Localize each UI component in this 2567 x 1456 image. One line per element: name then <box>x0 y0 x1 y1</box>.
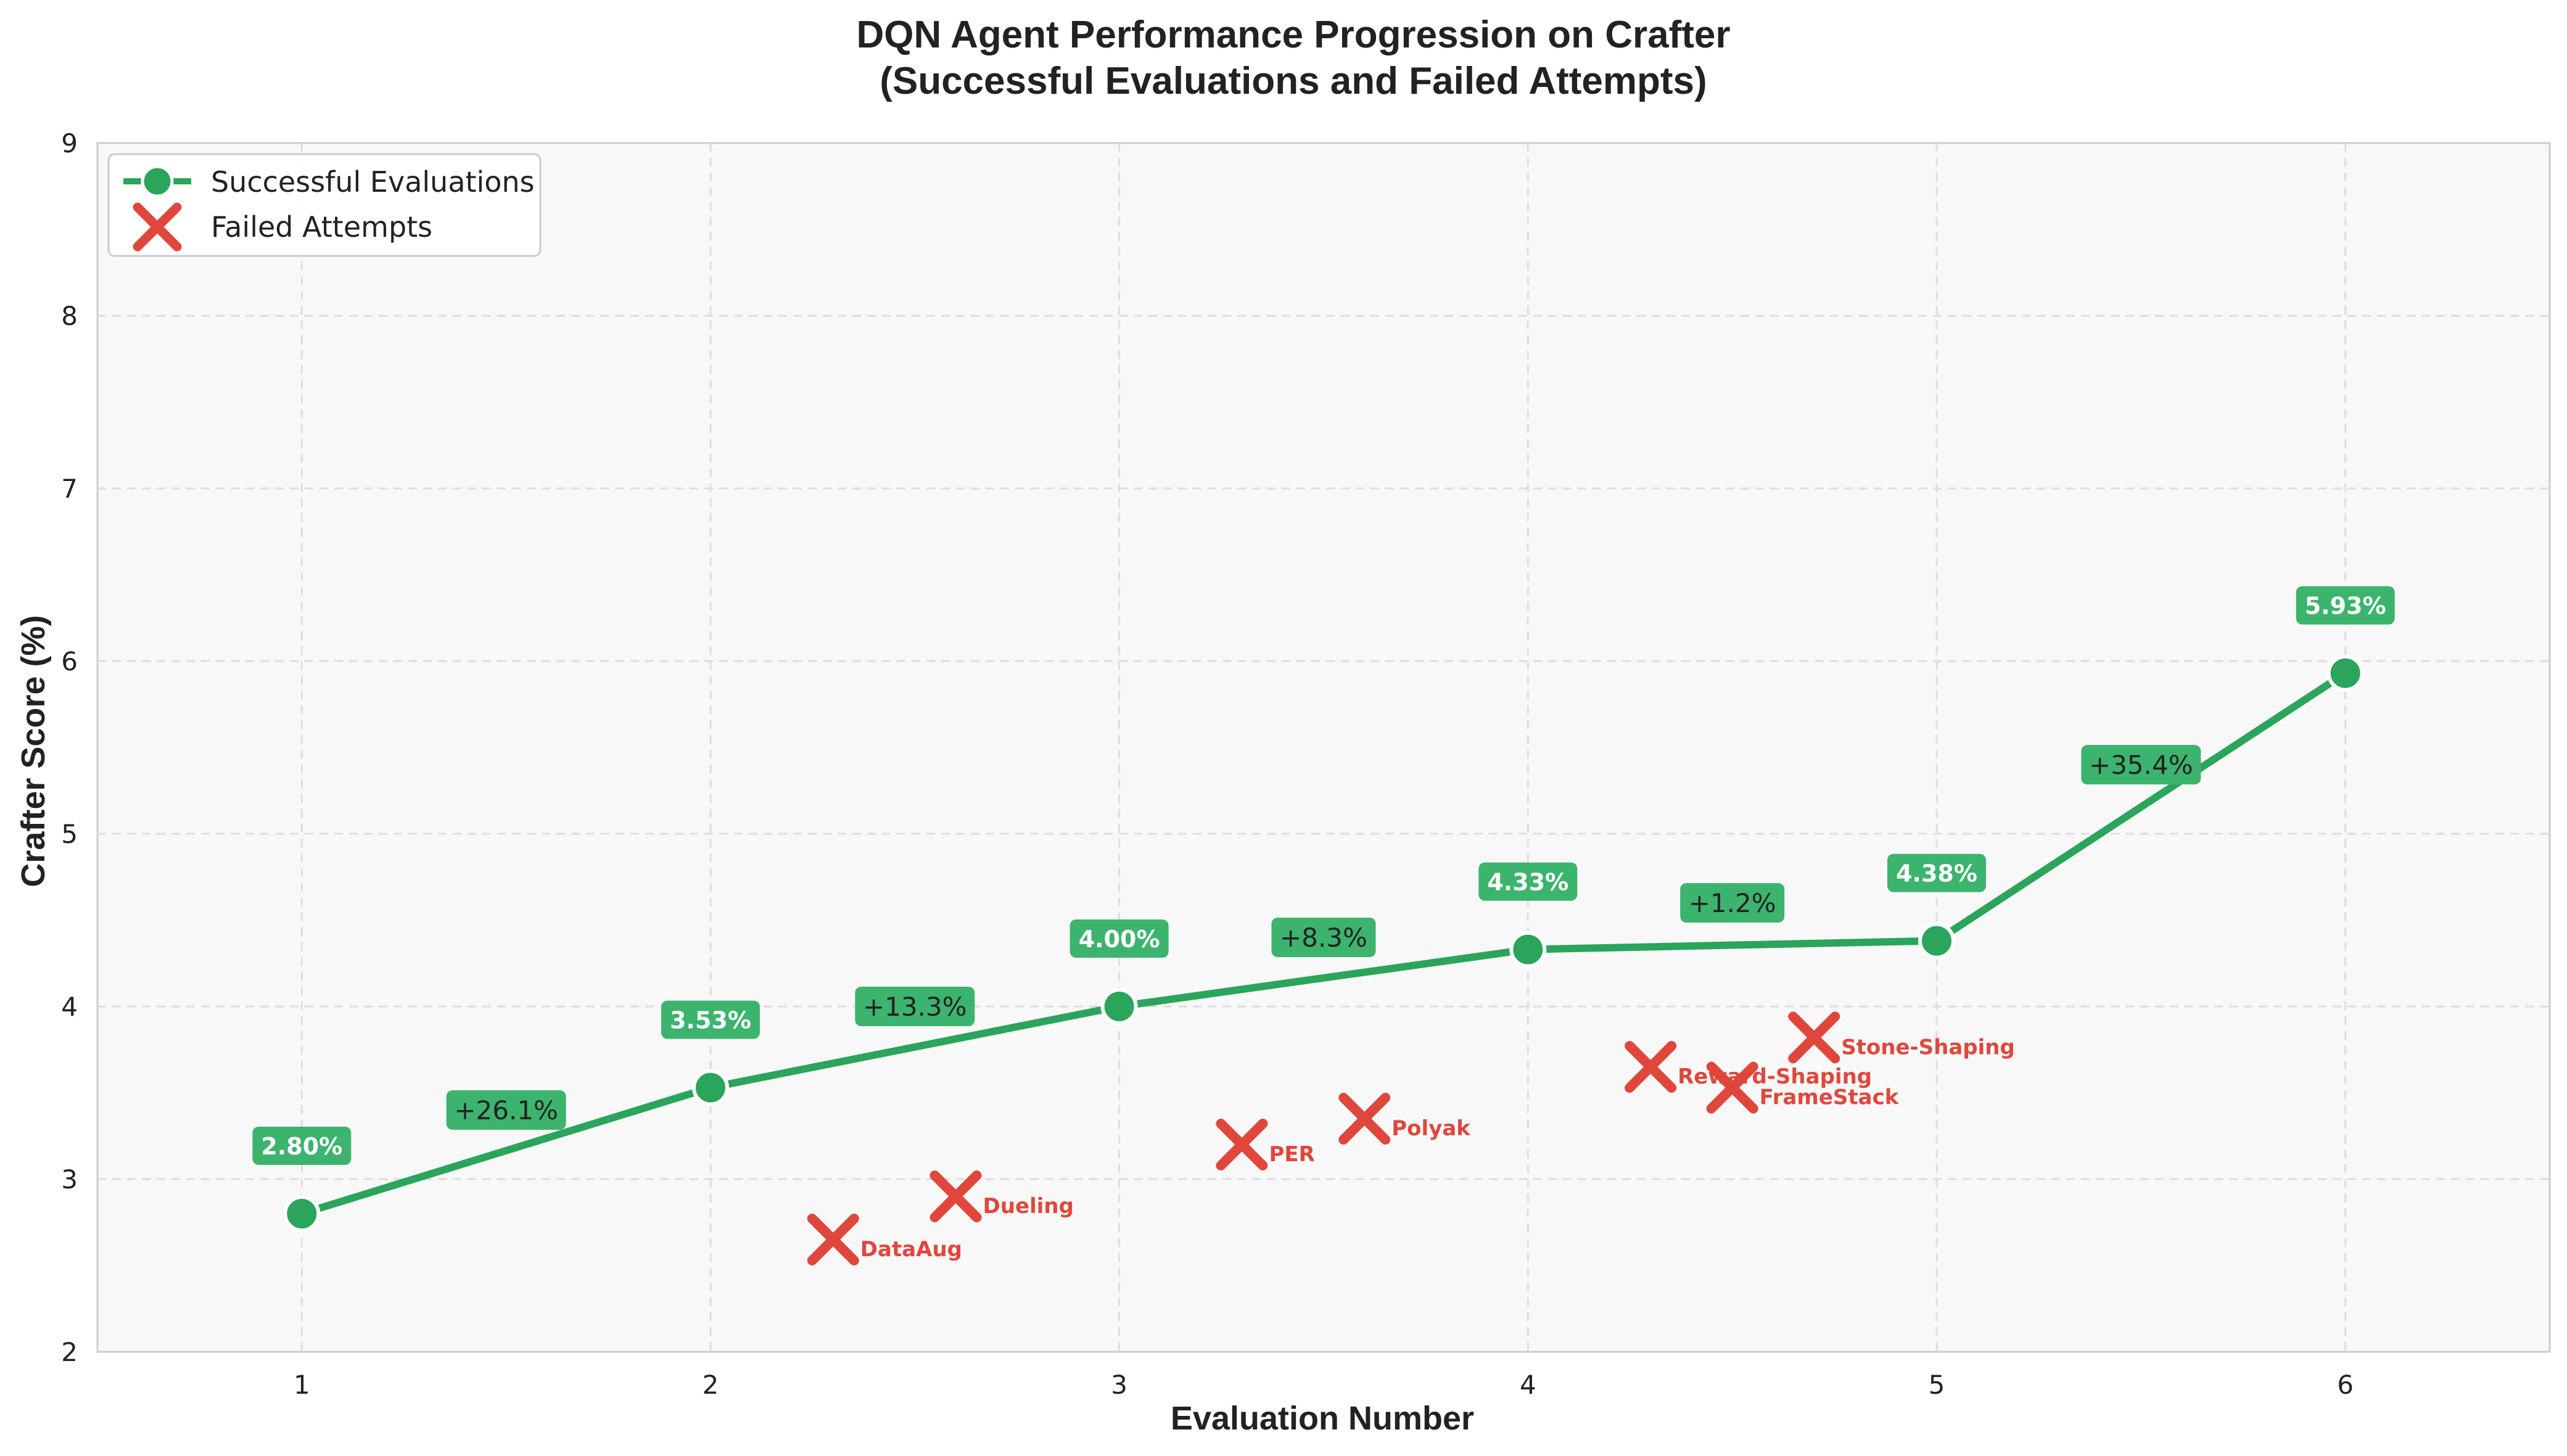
value-label-box <box>661 1000 760 1039</box>
value-label-box <box>1887 853 1986 892</box>
improvement-box <box>1680 883 1785 923</box>
improvement-label: +26.1% <box>454 1095 558 1125</box>
y-tick-label: 9 <box>61 128 78 158</box>
failed-marker-stroke <box>929 1170 982 1222</box>
failed-point <box>1706 1061 1758 1114</box>
x-tick-label: 1 <box>294 1370 310 1400</box>
failed-point <box>1338 1093 1391 1145</box>
failed-point <box>807 1214 859 1265</box>
improvement-labels: +26.1% +13.3% +8.3% +1.2% +35.4% <box>446 745 2201 1130</box>
legend: Successful Evaluations Failed Attempts <box>107 153 542 257</box>
value-label-box <box>252 1127 352 1165</box>
y-tick-label: 8 <box>61 301 78 331</box>
success-point <box>2326 654 2364 692</box>
failed-label: Polyak <box>1391 1116 1471 1141</box>
failed-marker-stroke <box>1338 1093 1391 1145</box>
failed-marker-stroke <box>1216 1119 1268 1170</box>
legend-success-marker <box>141 165 174 198</box>
success-point <box>1918 922 1955 960</box>
improvement-box <box>1271 918 1376 957</box>
improvement-label: +13.3% <box>863 992 967 1022</box>
improvement-label: +35.4% <box>2089 750 2193 780</box>
value-label: 3.53% <box>670 1007 751 1034</box>
x-axis-label: Evaluation Number <box>1171 1400 1474 1437</box>
improvement-box <box>2081 745 2201 784</box>
grid <box>97 143 2550 1352</box>
legend-failed-marker <box>133 202 182 252</box>
failed-point <box>1216 1119 1268 1170</box>
x-tick-label: 6 <box>2337 1370 2354 1400</box>
success-line <box>298 669 2349 1217</box>
improvement-label: +8.3% <box>1280 923 1367 953</box>
x-tick-label: 3 <box>1111 1370 1127 1400</box>
improvement-label: +1.2% <box>1689 888 1776 918</box>
failed-label: FrameStack <box>1760 1085 1900 1110</box>
success-series: 2.80% 3.53% 4.00% 4.33% 4.38% 5.93% <box>252 586 2395 1232</box>
y-tick-label: 4 <box>61 992 78 1022</box>
failed-point <box>1625 1041 1677 1093</box>
value-label: 4.33% <box>1487 869 1568 896</box>
value-label-box <box>2296 586 2395 625</box>
value-label: 5.93% <box>2305 593 2386 620</box>
value-label: 4.38% <box>1896 860 1977 887</box>
failed-series: DataAugDuelingPERPolyakReward-ShapingFra… <box>807 1011 2015 1265</box>
y-tick-label: 2 <box>61 1337 78 1367</box>
failed-marker-stroke <box>807 1214 859 1265</box>
x-tick-label: 4 <box>1520 1370 1536 1400</box>
x-tick-label: 2 <box>703 1370 719 1400</box>
value-label: 4.00% <box>1079 926 1160 953</box>
y-tick-label: 3 <box>61 1164 78 1195</box>
y-axis-label: Crafter Score (%) <box>15 615 52 887</box>
y-tick-label: 7 <box>61 474 78 504</box>
legend-failed-stroke <box>133 202 182 252</box>
chart-title-line-2: (Successful Evaluations and Failed Attem… <box>880 60 1707 102</box>
value-label-box <box>1478 862 1578 901</box>
y-tick-label: 6 <box>61 646 78 677</box>
legend-box <box>107 153 542 257</box>
value-label: 2.80% <box>261 1133 342 1160</box>
success-point <box>283 1195 321 1232</box>
improvement-box <box>855 987 975 1026</box>
failed-label: PER <box>1269 1142 1314 1167</box>
failed-marker-stroke <box>1706 1061 1758 1114</box>
x-tick-label: 5 <box>1929 1370 1945 1400</box>
legend-failed-label: Failed Attempts <box>211 210 432 244</box>
chart-title-line-1: DQN Agent Performance Progression on Cra… <box>856 14 1730 56</box>
success-point <box>1100 988 1138 1025</box>
improvement-box <box>446 1090 566 1130</box>
legend-success-label: Successful Evaluations <box>211 165 535 199</box>
value-label-box <box>1069 919 1169 958</box>
failed-marker-stroke <box>1625 1041 1677 1093</box>
failed-label: Dueling <box>983 1194 1074 1219</box>
axis-ticks: 1 2 3 4 5 6 2 3 4 5 6 7 8 9 <box>61 128 2354 1400</box>
success-point <box>692 1069 729 1106</box>
failed-point <box>929 1170 982 1222</box>
y-tick-label: 5 <box>61 819 78 849</box>
success-point <box>1509 931 1547 968</box>
failed-label: Stone-Shaping <box>1841 1035 2015 1059</box>
failed-label: DataAug <box>860 1237 962 1262</box>
failed-point <box>1788 1011 1840 1064</box>
failed-marker-stroke <box>1788 1011 1840 1064</box>
